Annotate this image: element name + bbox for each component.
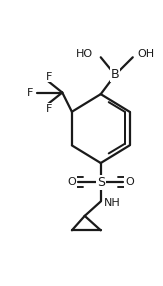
Text: O: O bbox=[125, 177, 134, 187]
Text: F: F bbox=[46, 72, 53, 82]
Text: OH: OH bbox=[138, 49, 155, 59]
Text: F: F bbox=[46, 104, 53, 114]
Text: S: S bbox=[97, 176, 105, 189]
Text: F: F bbox=[27, 88, 33, 98]
Text: O: O bbox=[67, 177, 76, 187]
Text: NH: NH bbox=[104, 198, 121, 208]
Text: B: B bbox=[111, 68, 119, 82]
Text: HO: HO bbox=[76, 49, 93, 59]
